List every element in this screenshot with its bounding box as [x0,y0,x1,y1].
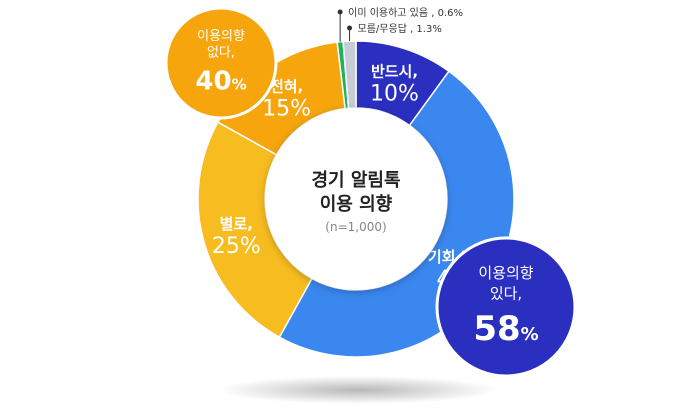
slice-value-0: 10% [370,82,419,107]
center-disc [265,108,447,290]
slice-value-2: 25% [212,234,261,259]
group-bubble-line1-1: 이용의향 [197,29,245,44]
group-bubble-value-1: 40% [195,66,246,96]
group-bubble-line2-1: 없다, [207,45,235,60]
slice-label-2: 별로, [220,215,253,233]
slice-label-0: 반드시, [371,63,418,81]
group-bubble-value-0: 58% [473,309,538,349]
chart-shadow [218,376,498,404]
chart-title-line-1: 경기 알림톡 [311,170,400,191]
chart-title-line-2: 이용 의향 [320,194,393,215]
callout-label-1: 모름/무응답 , 1.3% [358,23,442,35]
callout-dot-1 [347,25,353,31]
small-slice-callouts: 이미 이용하고 있음 , 0.6% 모름/무응답 , 1.3% [337,6,463,42]
group-bubble-line2-0: 있다, [490,285,522,303]
group-bubble-circle-0 [435,236,577,378]
group-bubble-circle-1 [164,6,278,120]
callout-label-0: 이미 이용하고 있음 , 0.6% [348,6,463,19]
callout-dot-0 [337,9,343,15]
chart-subtitle: (n=1,000) [325,220,386,234]
slice-value-3: 15% [262,97,311,122]
group-bubble-line1-0: 이용의향 [478,264,533,282]
slice-label-3: 전혀, [270,78,303,96]
